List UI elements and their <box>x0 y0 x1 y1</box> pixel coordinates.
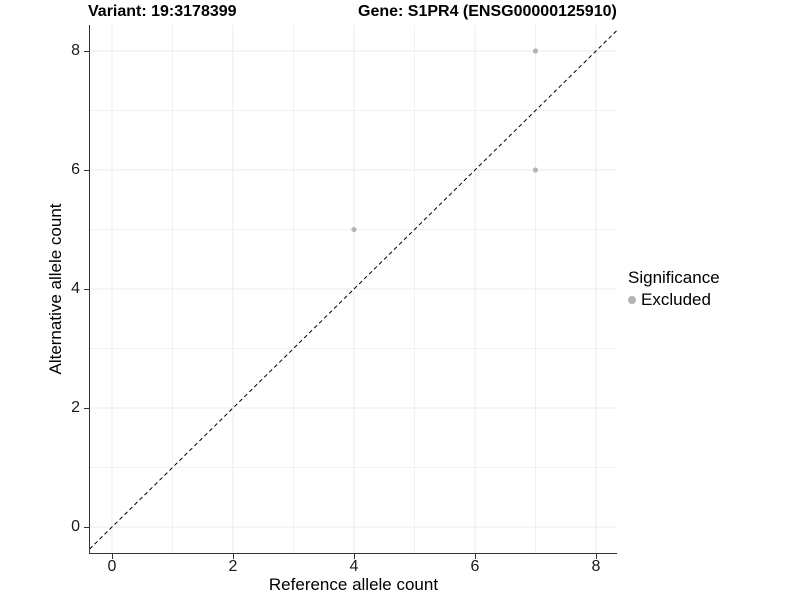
x-axis-tick <box>595 554 597 559</box>
y-tick-label: 4 <box>71 280 80 297</box>
y-axis-line <box>89 25 90 554</box>
x-axis-tick <box>111 554 113 559</box>
x-tick-label: 6 <box>470 558 480 575</box>
plot-canvas <box>90 25 617 553</box>
y-axis-tick <box>84 407 89 409</box>
x-axis-tick <box>353 554 355 559</box>
x-axis-tick <box>474 554 476 559</box>
x-axis-line <box>89 553 617 554</box>
x-tick-label: 8 <box>591 558 601 575</box>
data-point <box>532 48 539 54</box>
y-tick-label: 0 <box>71 518 80 535</box>
x-tick-label: 4 <box>349 558 359 575</box>
y-axis-tick <box>84 526 89 528</box>
identity-reference-line <box>90 29 617 550</box>
y-axis-tick <box>84 169 89 171</box>
x-axis-title: Reference allele count <box>268 575 439 594</box>
data-point <box>351 226 357 233</box>
x-tick-label: 0 <box>107 558 117 575</box>
y-tick-label: 6 <box>71 161 80 178</box>
y-axis-title: Alternative allele count <box>46 203 65 375</box>
y-tick-label: 8 <box>71 42 80 59</box>
legend-item-label: Excluded <box>641 290 711 309</box>
plot-panel <box>90 25 617 553</box>
y-tick-label: 2 <box>71 399 80 416</box>
plot-title-variant: Variant: 19:3178399 <box>88 3 237 20</box>
legend-item-excluded: Excluded <box>628 290 720 310</box>
legend-point-icon <box>628 296 636 304</box>
legend-title: Significance <box>628 268 720 287</box>
y-axis-tick <box>84 50 89 52</box>
x-axis-tick <box>232 554 234 559</box>
data-point <box>532 167 539 173</box>
x-tick-label: 2 <box>228 558 238 575</box>
y-axis-tick <box>84 288 89 290</box>
legend: Significance Excluded <box>628 268 720 310</box>
plot-title-gene: Gene: S1PR4 (ENSG00000125910) <box>358 3 617 20</box>
